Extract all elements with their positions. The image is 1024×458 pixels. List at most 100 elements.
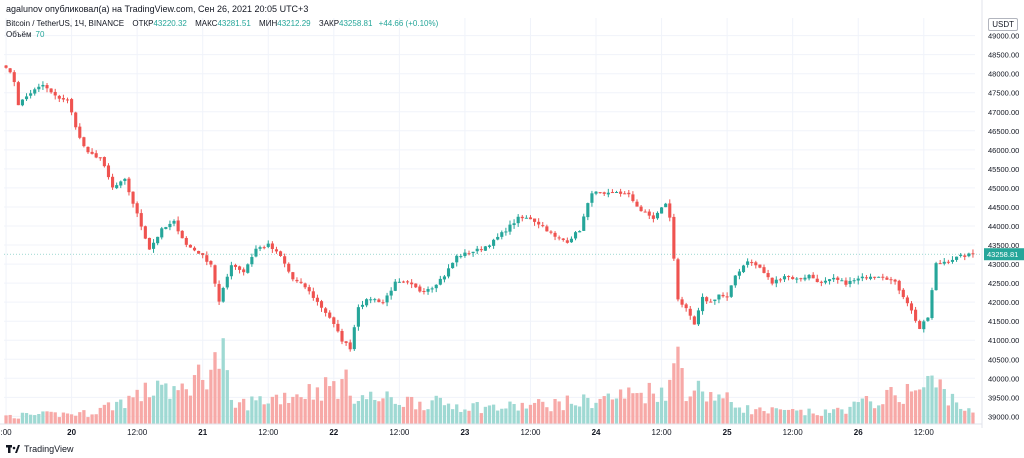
volume-bar xyxy=(352,403,356,424)
candle-body xyxy=(643,211,647,213)
volume-bar xyxy=(954,402,959,424)
y-tick-label: 41500.00 xyxy=(988,317,1019,326)
candle xyxy=(33,87,37,96)
volume-bar xyxy=(618,389,623,424)
volume-bar xyxy=(405,396,410,424)
x-tick-label: 26 xyxy=(854,428,863,437)
candle xyxy=(369,296,373,304)
y-tick-label: 47000.00 xyxy=(988,108,1019,117)
volume-bar xyxy=(594,402,598,424)
volume-bar xyxy=(881,404,885,424)
candle-body xyxy=(926,317,930,321)
candle-body xyxy=(946,261,950,263)
candle xyxy=(545,224,549,232)
candle-body xyxy=(385,295,389,303)
candle xyxy=(410,279,414,289)
volume-bar xyxy=(291,396,295,424)
candle xyxy=(270,241,274,253)
candle-body xyxy=(70,99,74,113)
candle-body xyxy=(438,278,442,285)
candle xyxy=(24,93,29,101)
candle xyxy=(180,230,184,239)
candle-body xyxy=(57,95,61,99)
currency-selector[interactable]: USDT xyxy=(988,18,1018,31)
candle xyxy=(950,256,955,264)
candle xyxy=(520,214,524,222)
candle xyxy=(905,295,909,307)
volume-bar xyxy=(471,403,475,424)
candle xyxy=(197,250,201,254)
volume-bar xyxy=(381,398,385,424)
candle-body xyxy=(250,257,254,265)
candle-body xyxy=(766,273,770,278)
candle xyxy=(57,94,61,103)
volume-bar xyxy=(926,375,930,424)
volume-bar xyxy=(491,404,496,424)
candle xyxy=(451,262,455,269)
volume-bar xyxy=(750,414,754,424)
volume-bar xyxy=(127,395,131,424)
candle xyxy=(877,276,881,278)
candle xyxy=(98,157,102,161)
volume-bar xyxy=(237,402,242,424)
candle xyxy=(348,339,352,352)
candle xyxy=(610,189,614,194)
volume-bar xyxy=(651,393,656,424)
volume-bar xyxy=(20,412,25,424)
candle xyxy=(746,258,750,268)
candle xyxy=(352,324,356,351)
candle xyxy=(512,219,516,229)
candle xyxy=(168,220,172,231)
candle-body xyxy=(82,137,86,147)
candle xyxy=(229,261,233,280)
last-price-tag xyxy=(984,248,1024,261)
volume-bar xyxy=(590,408,594,424)
candle-body xyxy=(238,266,242,270)
volume-bar xyxy=(410,396,414,424)
candle xyxy=(254,245,258,258)
last-price-label: 43258.81 xyxy=(987,250,1018,259)
volume-bar xyxy=(918,389,922,424)
volume-bar xyxy=(758,407,762,424)
candle-body xyxy=(45,85,49,89)
candle xyxy=(406,280,410,285)
x-tick-label: 12:00 xyxy=(127,428,148,437)
candle xyxy=(496,233,500,241)
candle xyxy=(20,99,24,107)
close-label: ЗАКР xyxy=(318,19,340,28)
candle-body xyxy=(901,289,905,298)
candle xyxy=(434,284,438,293)
candle-body xyxy=(246,264,250,273)
candle-body xyxy=(389,290,393,296)
candle xyxy=(868,273,873,281)
candle-body xyxy=(401,281,406,283)
candle xyxy=(192,246,197,252)
candle-body xyxy=(934,263,938,291)
candle-body xyxy=(319,301,324,308)
volume-bar xyxy=(631,393,635,424)
volume-bar xyxy=(659,387,664,424)
candle xyxy=(393,279,397,292)
candle-body xyxy=(778,279,782,281)
candle-body xyxy=(639,206,643,212)
volume-bar xyxy=(709,392,713,424)
volume-bar xyxy=(221,338,225,424)
candle xyxy=(278,250,283,257)
candle-body xyxy=(561,238,565,240)
candle xyxy=(53,88,57,100)
volume-legend: Объём 70 xyxy=(6,30,44,39)
volume-label: Объём xyxy=(6,30,32,39)
volume-bar xyxy=(913,390,918,424)
candle-body xyxy=(631,194,635,201)
candle xyxy=(688,306,692,320)
candle-body xyxy=(967,253,971,257)
candle xyxy=(225,273,229,290)
candle xyxy=(8,67,12,74)
volume-bar xyxy=(938,379,942,424)
candle-body xyxy=(29,93,33,96)
symbol-name[interactable]: Bitcoin / TetherUS, 1Ч, BINANCE xyxy=(6,19,125,28)
candle-body xyxy=(500,232,504,237)
candle-body xyxy=(33,89,37,94)
candle xyxy=(758,264,762,269)
